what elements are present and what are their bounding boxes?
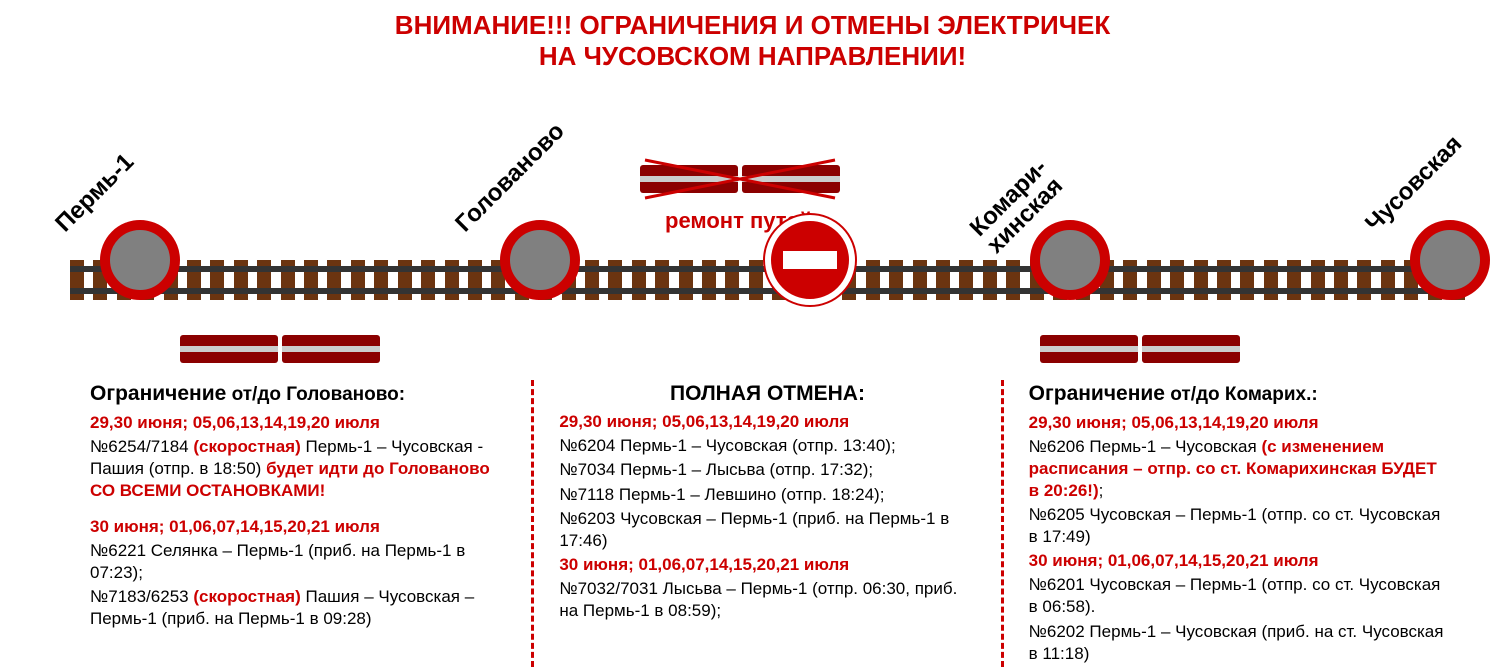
col3-block1: №6206 Пермь-1 – Чусовская (с изменением …	[1029, 436, 1445, 502]
train-car	[742, 165, 840, 193]
announcement-header: ВНИМАНИЕ!!! ОГРАНИЧЕНИЯ И ОТМЕНЫ ЭЛЕКТРИ…	[0, 0, 1505, 72]
info-columns: Ограничение от/до Голованово: 29,30 июня…	[70, 380, 1465, 667]
col2-dates2: 30 июня; 01,06,07,14,15,20,21 июля	[559, 554, 975, 576]
column-golovanovo: Ограничение от/до Голованово: 29,30 июня…	[70, 380, 526, 667]
station-dot-icon	[1410, 220, 1490, 300]
col1-dates2: 30 июня; 01,06,07,14,15,20,21 июля	[90, 516, 506, 538]
col1-line2a: №6221 Селянка – Пермь-1 (приб. на Пермь-…	[90, 540, 506, 584]
col1-line2b: №7183/6253 (скоростная) Пашия – Чусовска…	[90, 586, 506, 630]
station-marker-0	[100, 220, 180, 300]
rail-track	[70, 240, 1465, 320]
col3-line2: №6205 Чусовская – Пермь-1 (отпр. со ст. …	[1029, 504, 1445, 548]
col3-dates2: 30 июня; 01,06,07,14,15,20,21 июля	[1029, 550, 1445, 572]
train-car	[640, 165, 738, 193]
col3-line4: №6202 Пермь-1 – Чусовская (приб. на ст. …	[1029, 621, 1445, 665]
col1-block1: №6254/7184 (скоростная) Пермь-1 – Чусовс…	[90, 436, 506, 502]
col2-dates1: 29,30 июня; 05,06,13,14,19,20 июля	[559, 411, 975, 433]
station-marker-3	[1410, 220, 1490, 300]
train-body	[1040, 335, 1240, 363]
col3-title: Ограничение от/до Комарих.:	[1029, 380, 1445, 408]
column-komarikh: Ограничение от/до Комарих.: 29,30 июня; …	[1009, 380, 1465, 667]
train-car	[180, 335, 278, 363]
train-icon-1	[640, 165, 840, 193]
col2-line1: №6204 Пермь-1 – Чусовская (отпр. 13:40);	[559, 435, 975, 457]
col3-line3: №6201 Чусовская – Пермь-1 (отпр. со ст. …	[1029, 574, 1445, 618]
col2-title: ПОЛНАЯ ОТМЕНА:	[559, 380, 975, 407]
station-marker-2	[1030, 220, 1110, 300]
train-car	[282, 335, 380, 363]
column-cancel: ПОЛНАЯ ОТМЕНА: 29,30 июня; 05,06,13,14,1…	[539, 380, 995, 667]
station-dot-icon	[1030, 220, 1110, 300]
header-line-2: НА ЧУСОВСКОМ НАПРАВЛЕНИИ!	[0, 41, 1505, 72]
col2-line5: №7032/7031 Лысьва – Пермь-1 (отпр. 06:30…	[559, 578, 975, 622]
train-body	[640, 165, 840, 193]
train-icon-0	[180, 335, 380, 363]
station-marker-1	[500, 220, 580, 300]
train-body	[180, 335, 380, 363]
no-entry-sign-icon	[765, 215, 855, 305]
station-label-1: Голованово	[450, 118, 570, 238]
no-entry-bar	[783, 251, 838, 269]
train-icon-2	[1040, 335, 1240, 363]
col2-line4: №6203 Чусовская – Пермь-1 (приб. на Перм…	[559, 508, 975, 552]
col3-dates1: 29,30 июня; 05,06,13,14,19,20 июля	[1029, 412, 1445, 434]
col1-title: Ограничение от/до Голованово:	[90, 380, 506, 408]
col2-line2: №7034 Пермь-1 – Лысьва (отпр. 17:32);	[559, 459, 975, 481]
header-line-1: ВНИМАНИЕ!!! ОГРАНИЧЕНИЯ И ОТМЕНЫ ЭЛЕКТРИ…	[0, 10, 1505, 41]
train-car	[1142, 335, 1240, 363]
station-dot-icon	[500, 220, 580, 300]
divider-2	[1001, 380, 1004, 667]
station-dot-icon	[100, 220, 180, 300]
col1-dates1: 29,30 июня; 05,06,13,14,19,20 июля	[90, 412, 506, 434]
col2-line3: №7118 Пермь-1 – Левшино (отпр. 18:24);	[559, 484, 975, 506]
divider-1	[531, 380, 534, 667]
train-car	[1040, 335, 1138, 363]
